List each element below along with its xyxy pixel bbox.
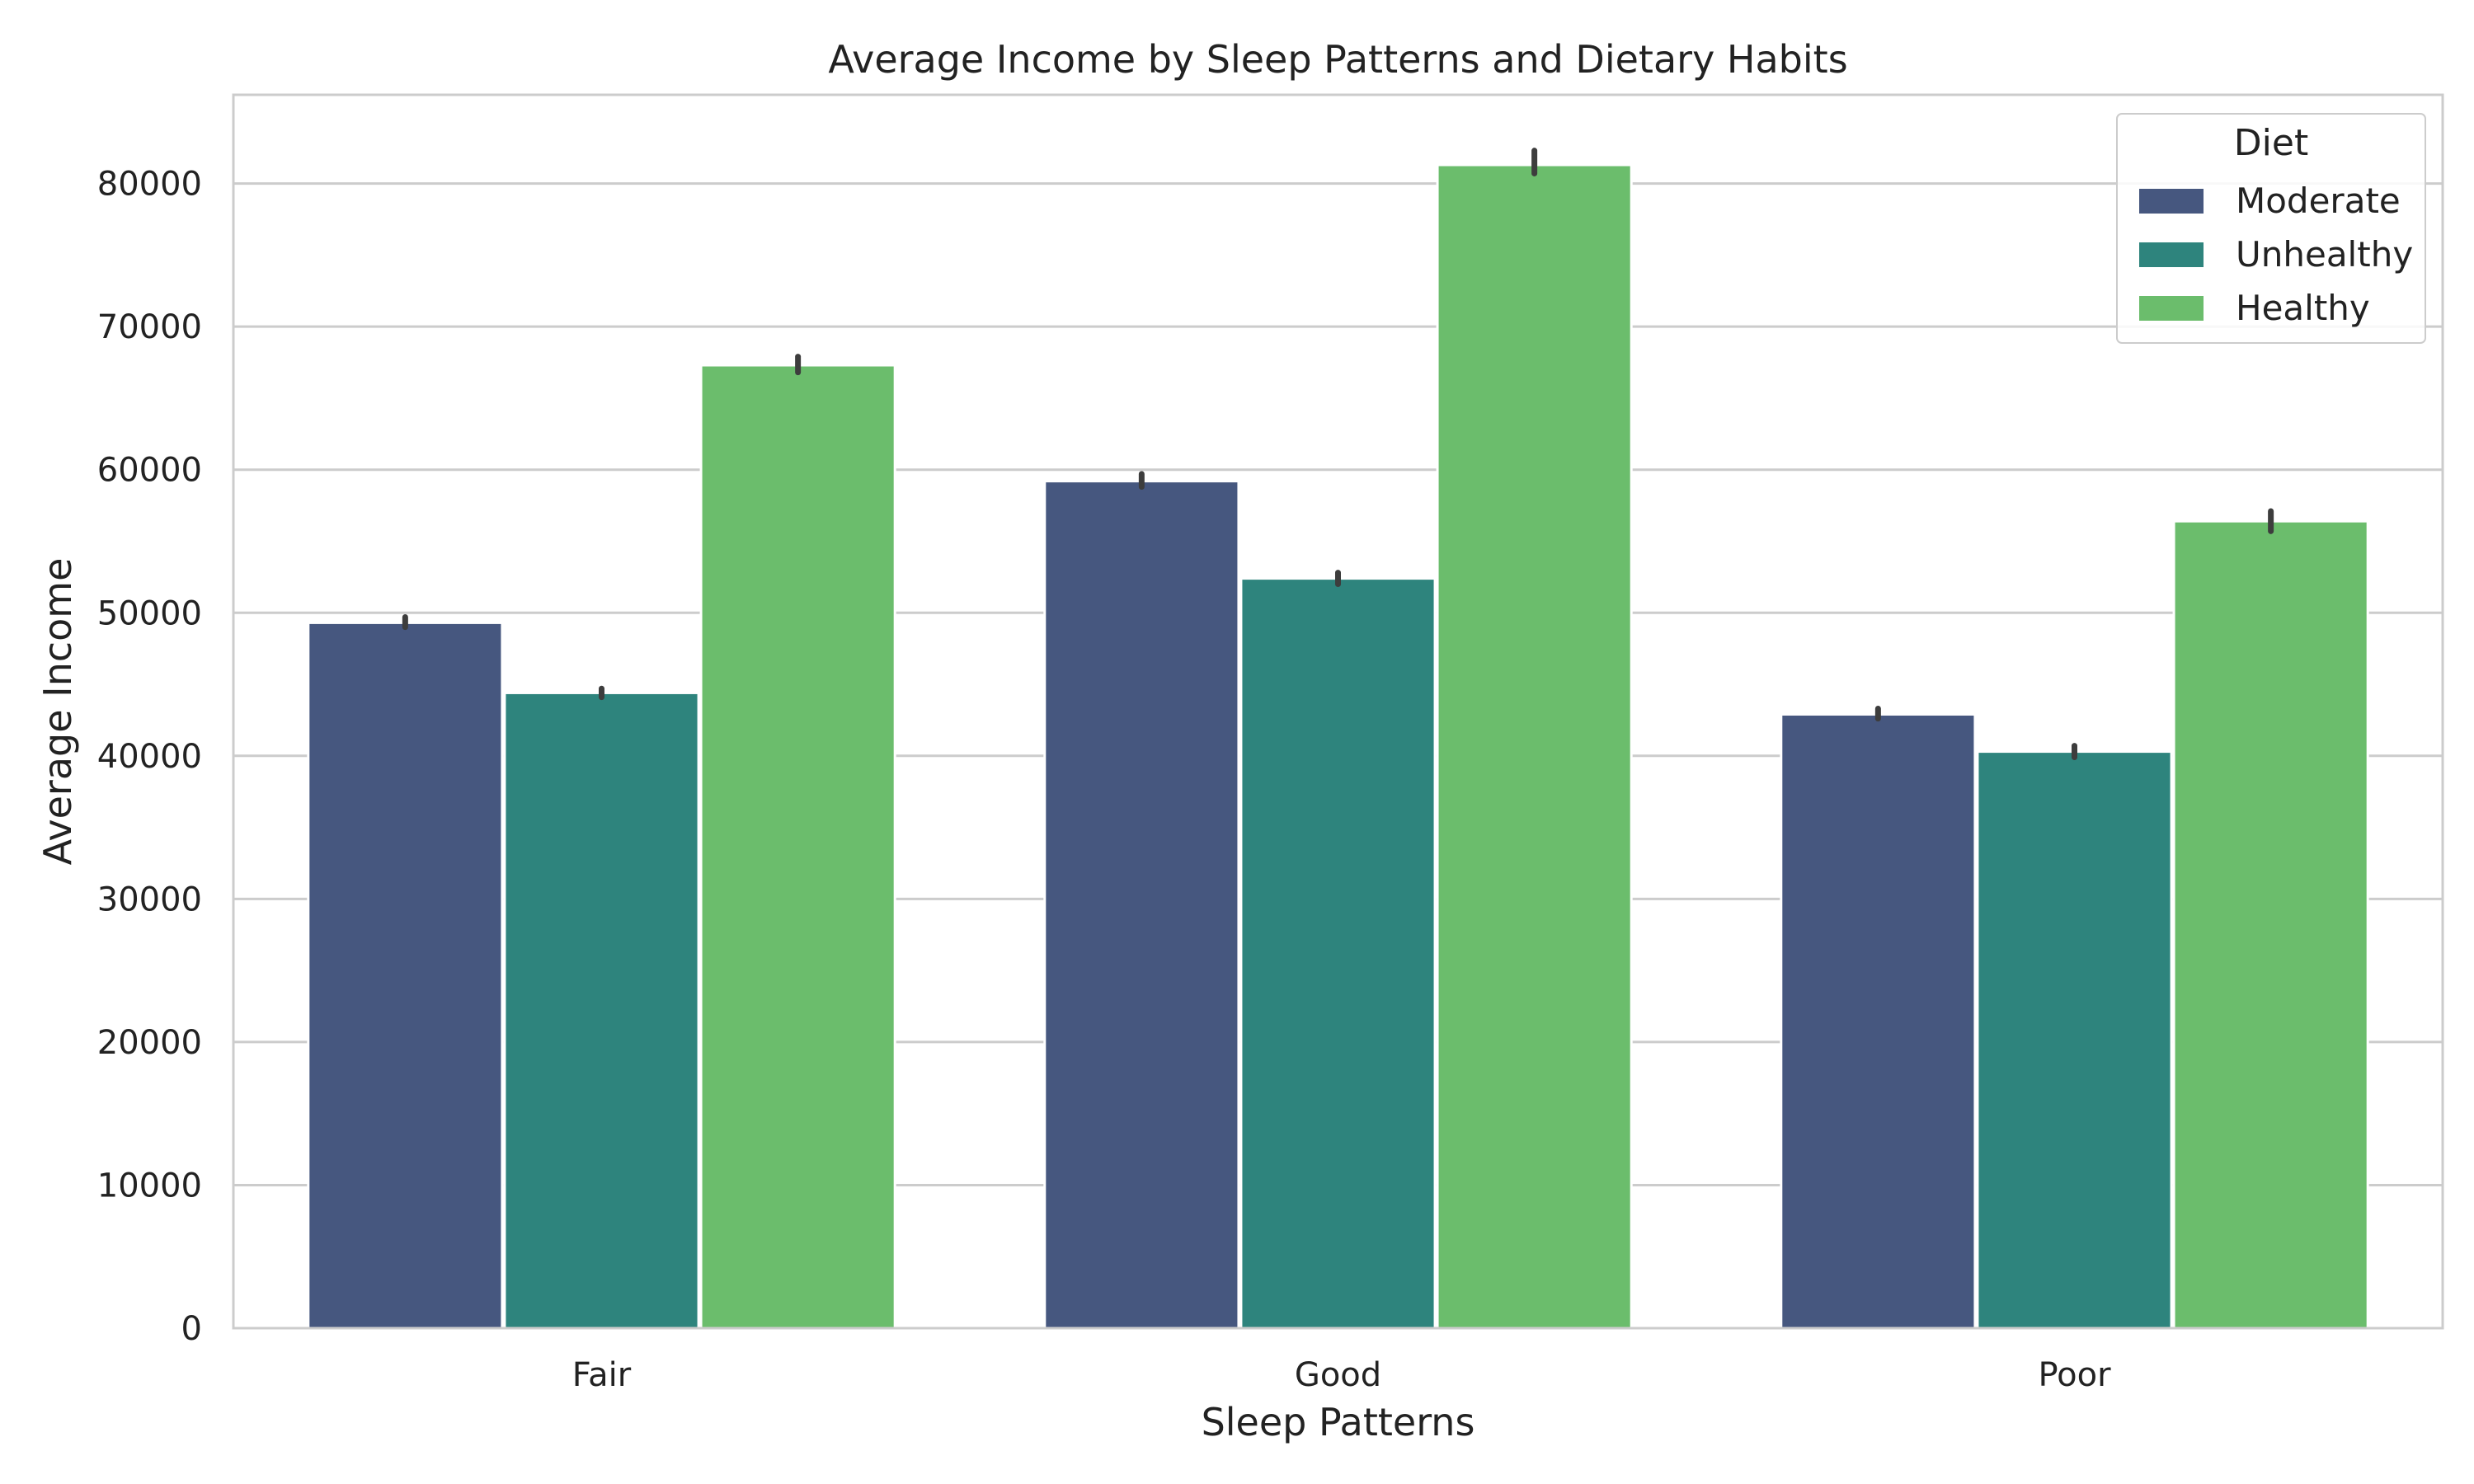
bar-unhealthy-fair [503, 691, 700, 1330]
bar-healthy-poor [2172, 519, 2369, 1330]
y-tick-label: 0 [181, 1310, 202, 1348]
y-tick-label: 20000 [97, 1024, 202, 1062]
legend-box [2116, 113, 2426, 344]
x-tick-label: Poor [2038, 1356, 2111, 1394]
bar-moderate-good [1043, 480, 1240, 1330]
x-axis-label: Sleep Patterns [1202, 1400, 1475, 1444]
legend: Diet Moderate Unhealthy Healthy [2116, 113, 2426, 344]
plot-frame [232, 93, 2444, 1330]
legend-label-unhealthy: Unhealthy [2236, 234, 2413, 275]
y-tick-label: 10000 [97, 1167, 202, 1205]
legend-swatch-moderate [2139, 189, 2204, 214]
legend-swatch-unhealthy [2139, 242, 2204, 267]
legend-label-moderate: Moderate [2236, 181, 2401, 221]
bar-unhealthy-poor [1976, 750, 2173, 1330]
bar-healthy-fair [699, 364, 896, 1330]
bar-healthy-good [1436, 163, 1633, 1330]
x-tick-labels: Fair Good Poor [572, 1356, 2111, 1394]
x-tick-label: Fair [572, 1356, 632, 1394]
y-tick-label: 30000 [97, 881, 202, 918]
bar-unhealthy-good [1239, 577, 1437, 1330]
bar-moderate-fair [307, 621, 504, 1330]
bar-moderate-poor [1780, 712, 1977, 1330]
legend-label-healthy: Healthy [2236, 288, 2370, 328]
legend-swatch-healthy [2139, 296, 2204, 321]
legend-items: Moderate Unhealthy Healthy [2139, 181, 2413, 328]
x-tick-label: Good [1295, 1356, 1381, 1394]
error-bars [402, 148, 2274, 761]
y-axis-label: Average Income [35, 558, 80, 866]
chart-title: Average Income by Sleep Patterns and Die… [828, 37, 1847, 82]
y-tick-label: 50000 [97, 594, 202, 632]
legend-title: Diet [2234, 122, 2308, 164]
y-tick-labels: 0 10000 20000 30000 40000 50000 60000 70000 8000… [97, 166, 202, 1348]
y-tick-label: 70000 [97, 308, 202, 346]
bars [307, 163, 2369, 1330]
y-tick-label: 60000 [97, 452, 202, 490]
y-tick-label: 40000 [97, 738, 202, 776]
y-tick-label: 80000 [97, 166, 202, 204]
